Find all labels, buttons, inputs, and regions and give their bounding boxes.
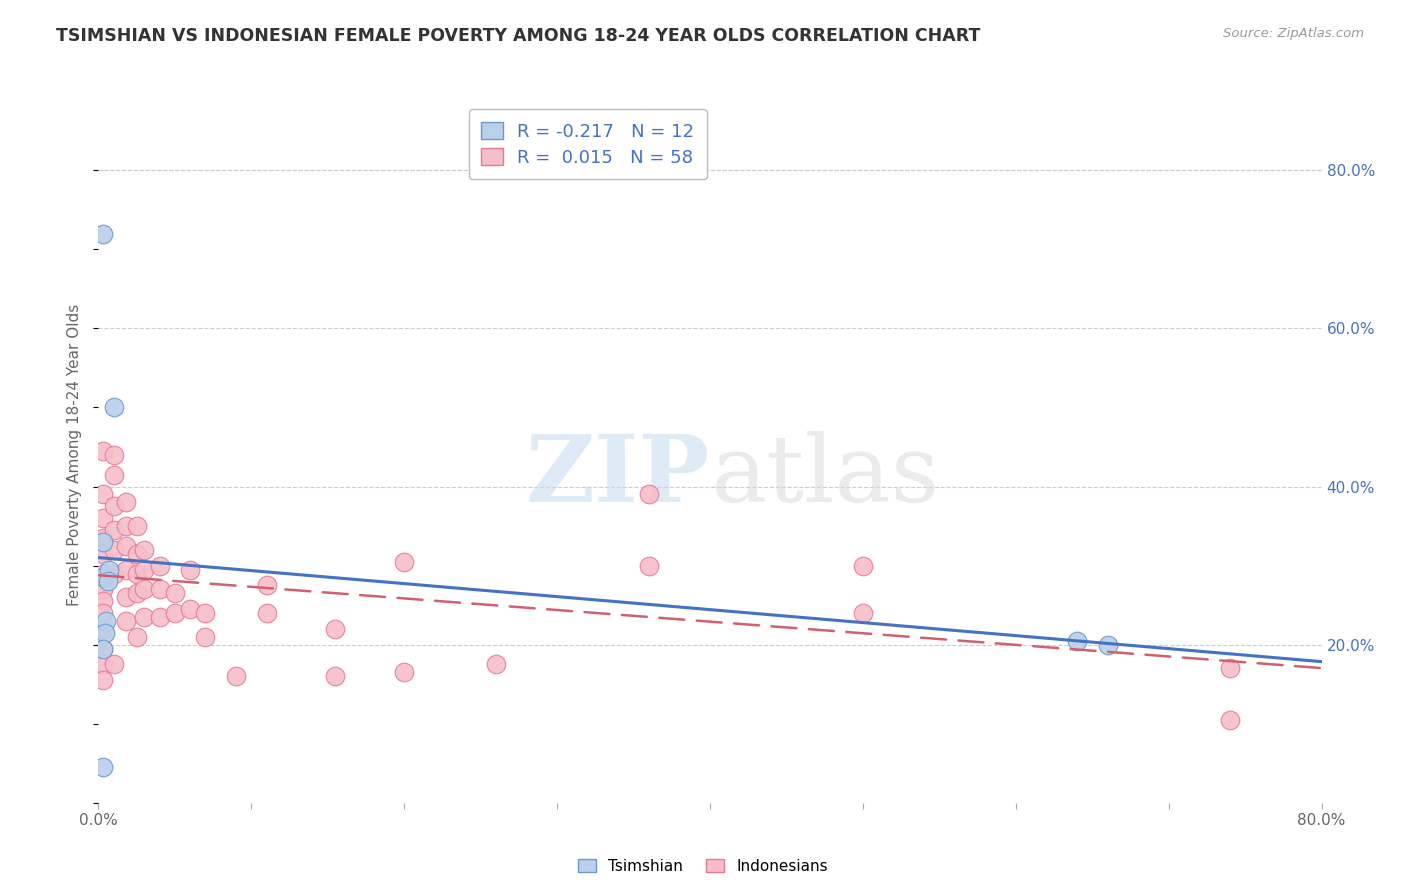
Point [1219,713,1241,727]
Point [163,586,186,600]
Point [115,495,138,509]
Point [1066,633,1088,648]
Point [134,610,156,624]
Point [98,563,121,577]
Point [91,594,114,608]
Point [1097,638,1119,652]
Point [103,401,125,415]
Point [91,444,114,458]
Point [103,467,125,482]
Point [1219,661,1241,675]
Point [91,760,114,774]
Point [225,669,247,683]
Point [103,448,125,462]
Point [91,487,114,501]
Point [852,558,875,573]
Point [125,519,148,533]
Point [392,665,416,680]
Point [115,519,138,533]
Point [325,669,347,683]
Point [637,487,661,501]
Point [149,558,172,573]
Point [392,555,416,569]
Point [91,622,114,636]
Point [179,563,201,577]
Point [91,641,114,656]
Point [94,614,117,628]
Point [103,523,125,537]
Point [194,630,217,644]
Text: TSIMSHIAN VS INDONESIAN FEMALE POVERTY AMONG 18-24 YEAR OLDS CORRELATION CHART: TSIMSHIAN VS INDONESIAN FEMALE POVERTY A… [56,27,980,45]
Point [115,591,138,605]
Point [125,566,148,581]
Text: Source: ZipAtlas.com: Source: ZipAtlas.com [1223,27,1364,40]
Point [149,582,172,597]
Point [115,563,138,577]
Point [134,542,156,557]
Point [91,582,114,597]
Point [163,606,186,620]
Point [103,566,125,581]
Point [134,582,156,597]
Point [125,630,148,644]
Point [485,657,508,672]
Point [115,539,138,553]
Point [325,622,347,636]
Point [91,606,114,620]
Point [125,586,148,600]
Y-axis label: Female Poverty Among 18-24 Year Olds: Female Poverty Among 18-24 Year Olds [67,304,83,606]
Point [103,542,125,557]
Point [256,578,278,592]
Point [91,641,114,656]
Point [134,563,156,577]
Legend: R = -0.217   N = 12, R =  0.015   N = 58: R = -0.217 N = 12, R = 0.015 N = 58 [468,109,707,179]
Point [103,500,125,514]
Point [91,673,114,688]
Point [91,511,114,525]
Point [149,610,172,624]
Point [93,625,115,640]
Point [179,602,201,616]
Point [256,606,278,620]
Legend: Tsimshian, Indonesians: Tsimshian, Indonesians [572,853,834,880]
Point [91,227,114,241]
Point [852,606,875,620]
Point [91,657,114,672]
Point [91,534,114,549]
Point [91,547,114,561]
Text: ZIP: ZIP [526,431,710,521]
Point [115,614,138,628]
Point [103,657,125,672]
Point [637,558,661,573]
Point [91,531,114,545]
Point [97,574,120,589]
Point [91,566,114,581]
Point [91,570,114,584]
Point [194,606,217,620]
Point [125,547,148,561]
Text: atlas: atlas [710,431,939,521]
